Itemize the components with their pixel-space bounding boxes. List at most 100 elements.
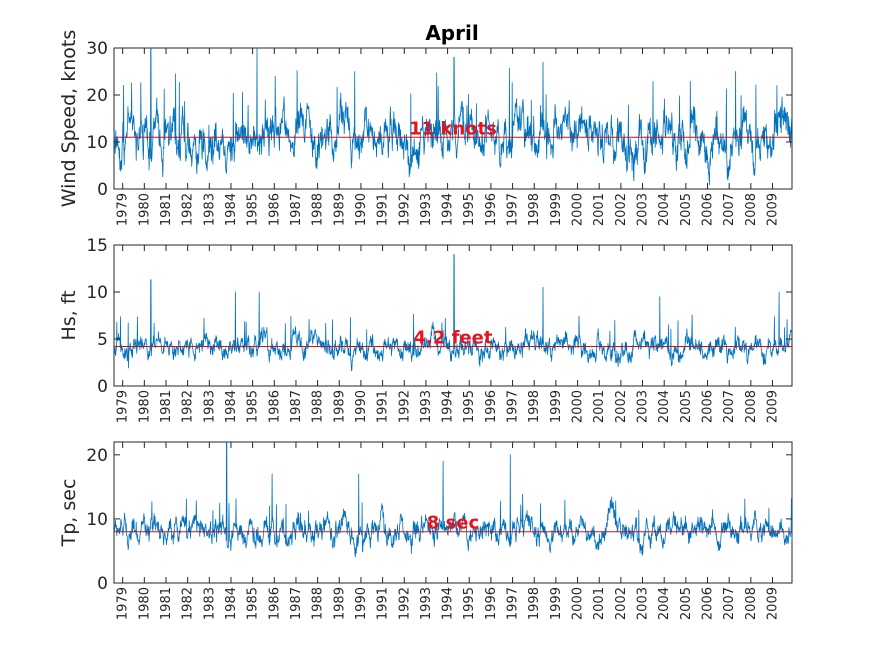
x-tick-label: 1983 — [202, 587, 217, 620]
x-tick-label: 1990 — [354, 587, 369, 620]
chart-panel-3: 8 sec 0 10 20 1979 1980 1981 1982 1983 1984 1985 19… — [58, 441, 793, 620]
x-tick-label: 1986 — [267, 587, 282, 620]
x-tick-label: 2000 — [571, 193, 586, 226]
x-tick-label: 1985 — [246, 390, 261, 423]
x-tick-label: 1992 — [397, 587, 412, 620]
x-tick-label: 1988 — [311, 587, 326, 620]
mean-label: 8 sec — [427, 513, 479, 534]
x-tick-label: 2009 — [766, 390, 781, 423]
x-tick-label: 1980 — [137, 193, 152, 226]
x-tick-label: 2008 — [744, 587, 759, 620]
x-tick-label: 1997 — [506, 587, 521, 620]
chart-panels: 11 knots 0 10 20 30 1979 1980 1981 1982 1983 1984 1… — [58, 30, 793, 620]
y-tick-label: 30 — [86, 39, 108, 59]
x-tick-label: 1992 — [397, 193, 412, 226]
y-tick-label: 0 — [97, 574, 108, 594]
x-tick-label: 1981 — [159, 390, 174, 423]
y-tick-label: 10 — [86, 510, 108, 530]
x-tick-label: 1982 — [181, 193, 196, 226]
x-tick-label: 2000 — [571, 390, 586, 423]
x-tick-label: 2005 — [679, 390, 694, 423]
x-tick-label: 1981 — [159, 587, 174, 620]
x-tick-label: 1997 — [506, 193, 521, 226]
x-tick-label: 1998 — [527, 390, 542, 423]
figure-title: April — [425, 21, 478, 45]
mean-label: 4.2 feet — [413, 328, 492, 349]
x-tick-label: 1995 — [462, 390, 477, 423]
x-tick-label: 1994 — [441, 587, 456, 620]
x-tick-label: 1998 — [527, 193, 542, 226]
y-tick-label: 15 — [86, 236, 108, 256]
x-tick-label: 1994 — [441, 390, 456, 423]
x-tick-label: 1980 — [137, 390, 152, 423]
x-tick-label: 1990 — [354, 193, 369, 226]
series-line — [113, 441, 793, 558]
x-tick-label: 1996 — [484, 193, 499, 226]
x-tick-label: 1990 — [354, 390, 369, 423]
x-tick-label: 1983 — [202, 390, 217, 423]
x-tick-label: 2001 — [592, 193, 607, 226]
x-tick-label: 1985 — [246, 587, 261, 620]
x-tick-label: 2008 — [744, 390, 759, 423]
x-tick-label: 2001 — [592, 390, 607, 423]
x-tick-label: 1993 — [419, 587, 434, 620]
x-tick-label: 1991 — [376, 587, 391, 620]
x-tick-label: 1996 — [484, 390, 499, 423]
x-tick-label: 1998 — [527, 587, 542, 620]
x-tick-label: 2000 — [571, 587, 586, 620]
y-axis-label: Wind Speed, knots — [58, 30, 80, 207]
x-tick-label: 1984 — [224, 390, 239, 423]
x-tick-label: 2009 — [766, 587, 781, 620]
x-tick-label: 2007 — [722, 193, 737, 226]
y-axis-label: Tp, sec — [58, 479, 80, 548]
x-tick-label: 1993 — [419, 193, 434, 226]
x-tick-label: 1999 — [549, 587, 564, 620]
x-tick-label: 1997 — [506, 390, 521, 423]
x-tick-label: 1989 — [332, 193, 347, 226]
x-tick-label: 2004 — [657, 390, 672, 423]
y-tick-label: 10 — [86, 283, 108, 303]
x-tick-label: 1991 — [376, 193, 391, 226]
x-tick-label: 1984 — [224, 193, 239, 226]
x-tick-label: 1987 — [289, 390, 304, 423]
y-tick-label: 10 — [86, 133, 108, 153]
x-tick-label: 2006 — [701, 193, 716, 226]
x-tick-label: 2006 — [701, 587, 716, 620]
x-tick-label: 1987 — [289, 193, 304, 226]
x-tick-label: 1979 — [116, 193, 131, 226]
x-tick-label: 1993 — [419, 390, 434, 423]
x-tick-label: 1986 — [267, 390, 282, 423]
x-tick-label: 1994 — [441, 193, 456, 226]
x-tick-label: 2002 — [614, 587, 629, 620]
x-tick-label: 1988 — [311, 390, 326, 423]
x-tick-label: 1989 — [332, 390, 347, 423]
y-tick-label: 5 — [97, 330, 108, 350]
x-tick-label: 2007 — [722, 390, 737, 423]
x-tick-label: 1980 — [137, 587, 152, 620]
x-tick-label: 2001 — [592, 587, 607, 620]
x-tick-label: 1981 — [159, 193, 174, 226]
x-tick-label: 2002 — [614, 193, 629, 226]
y-tick-label: 20 — [86, 446, 108, 466]
x-tick-label: 1979 — [116, 587, 131, 620]
x-tick-label: 1983 — [202, 193, 217, 226]
x-tick-label: 1979 — [116, 390, 131, 423]
x-tick-label: 1991 — [376, 390, 391, 423]
axes-box — [113, 244, 793, 387]
x-tick-label: 2004 — [657, 193, 672, 226]
y-tick-label: 0 — [97, 180, 108, 200]
x-tick-label: 2007 — [722, 587, 737, 620]
x-tick-label: 1989 — [332, 587, 347, 620]
x-tick-label: 1987 — [289, 587, 304, 620]
mean-label: 11 knots — [409, 118, 497, 139]
x-tick-label: 1995 — [462, 193, 477, 226]
x-tick-label: 1999 — [549, 193, 564, 226]
x-tick-label: 2009 — [766, 193, 781, 226]
x-tick-label: 1985 — [246, 193, 261, 226]
x-tick-label: 1984 — [224, 587, 239, 620]
x-tick-label: 1992 — [397, 390, 412, 423]
x-tick-label: 1988 — [311, 193, 326, 226]
x-tick-label: 2003 — [636, 193, 651, 226]
x-tick-label: 1982 — [181, 587, 196, 620]
